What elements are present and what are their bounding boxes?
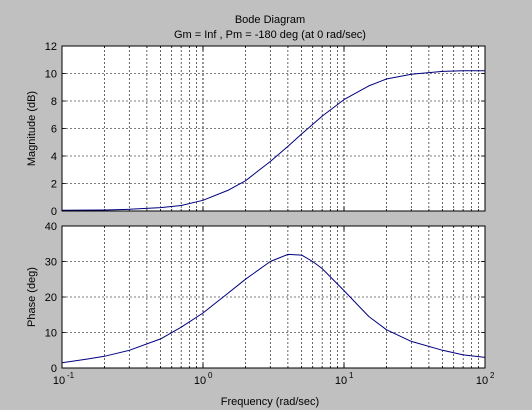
x-tick-label: 10 [335, 375, 347, 387]
phase-y-tick-label: 0 [51, 363, 57, 375]
magnitude-axes-frame [61, 45, 486, 212]
magnitude-y-tick-label: 4 [51, 151, 57, 163]
magnitude-plot-area [62, 46, 485, 211]
magnitude-y-tick-label: 0 [51, 206, 57, 218]
magnitude-y-axis-label: Magnitude (dB) [26, 91, 38, 166]
phase-plot-area [62, 226, 485, 368]
x-tick-label: 10 [53, 375, 65, 387]
x-tick-exponent: 0 [208, 371, 213, 380]
phase-series-line [61, 253, 486, 364]
magnitude-y-tick-label: 8 [51, 96, 57, 108]
magnitude-series-line [61, 70, 485, 211]
x-tick-label: 10 [476, 375, 488, 387]
phase-y-tick-label: 30 [45, 257, 57, 269]
x-tick-exponent: 1 [349, 371, 354, 380]
figure-title: Bode Diagram [235, 14, 305, 26]
x-tick-exponent: 2 [490, 371, 495, 380]
phase-y-tick-label: 10 [45, 328, 57, 340]
x-tick-label: 10 [194, 375, 206, 387]
phase-y-tick-label: 20 [45, 292, 57, 304]
magnitude-y-tick-label: 12 [45, 41, 57, 53]
magnitude-y-tick-label: 10 [45, 69, 57, 81]
x-axis-label: Frequency (rad/sec) [221, 396, 319, 408]
phase-y-axis-label: Phase (deg) [26, 267, 38, 327]
magnitude-y-tick-label: 6 [51, 124, 57, 136]
magnitude-axes: 0 2 4 6 8 10 12 Magnitude (dB) [26, 41, 486, 218]
phase-axes-frame [61, 225, 486, 369]
magnitude-y-tick-label: 2 [51, 179, 57, 191]
phase-y-tick-label: 40 [45, 221, 57, 233]
figure-subtitle: Gm = Inf , Pm = -180 deg (at 0 rad/sec) [174, 29, 366, 41]
x-tick-exponent: -1 [67, 371, 75, 380]
